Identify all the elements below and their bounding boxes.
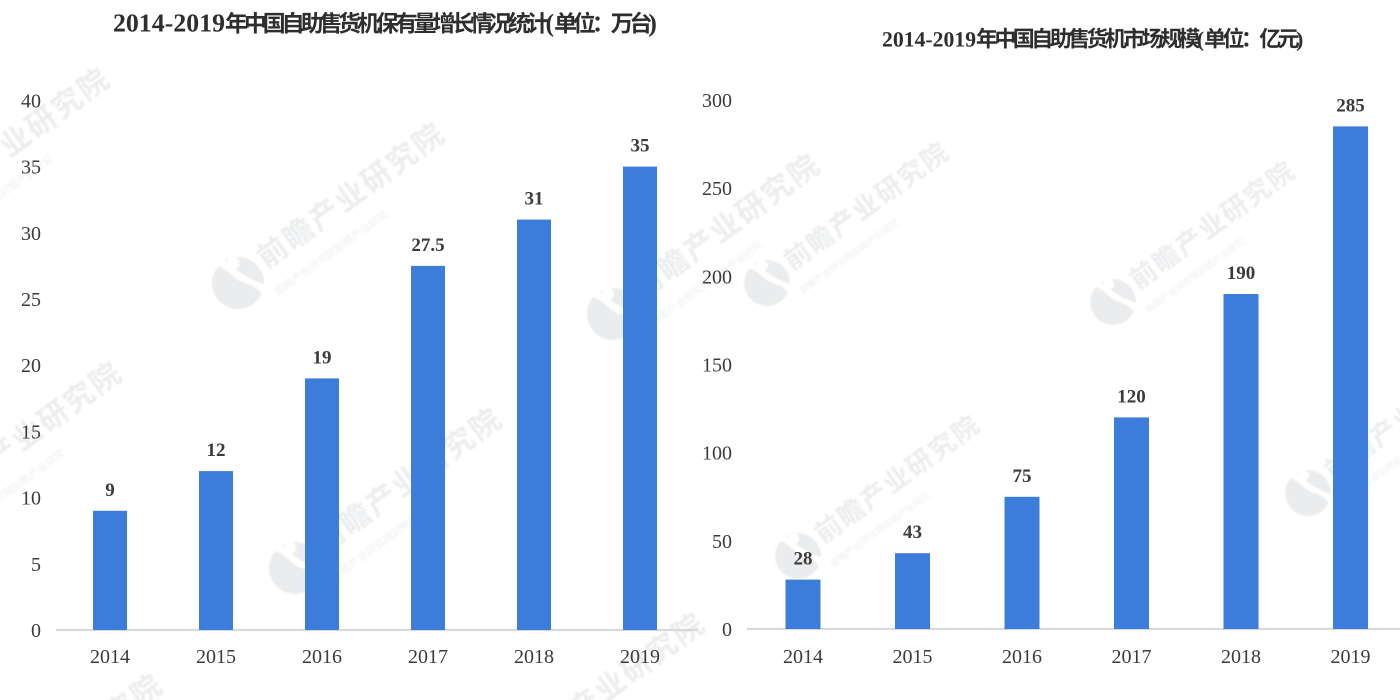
svg-text:19: 19 — [313, 347, 332, 368]
svg-text:2017: 2017 — [1112, 646, 1152, 668]
svg-text:2015: 2015 — [196, 646, 236, 668]
svg-text:2015: 2015 — [893, 646, 933, 668]
svg-text:2017: 2017 — [408, 646, 448, 668]
svg-text:28: 28 — [794, 549, 813, 570]
svg-text:30: 30 — [21, 223, 41, 245]
svg-text:75: 75 — [1013, 466, 1032, 487]
svg-text:2016: 2016 — [302, 646, 342, 668]
svg-text:100: 100 — [702, 443, 732, 465]
svg-text:2014: 2014 — [90, 646, 130, 668]
svg-text:15: 15 — [21, 421, 41, 443]
svg-text:5: 5 — [31, 554, 41, 576]
svg-text:2018: 2018 — [514, 646, 554, 668]
svg-text:2014: 2014 — [783, 646, 823, 668]
svg-text:300: 300 — [702, 90, 732, 112]
svg-text:10: 10 — [21, 488, 41, 510]
svg-text:12: 12 — [207, 440, 226, 461]
svg-text:150: 150 — [702, 355, 732, 377]
svg-text:250: 250 — [702, 178, 732, 200]
svg-text:27.5: 27.5 — [411, 235, 444, 256]
svg-text:2018: 2018 — [1221, 646, 1261, 668]
svg-text:9: 9 — [105, 480, 115, 501]
svg-text:25: 25 — [21, 289, 41, 311]
svg-text:2019: 2019 — [620, 646, 660, 668]
svg-text:43: 43 — [903, 522, 922, 543]
svg-text:31: 31 — [525, 189, 544, 210]
svg-text:0: 0 — [31, 620, 41, 642]
svg-text:35: 35 — [21, 157, 41, 179]
svg-text:120: 120 — [1117, 386, 1146, 407]
svg-text:285: 285 — [1336, 95, 1365, 116]
svg-text:35: 35 — [631, 136, 650, 157]
svg-text:190: 190 — [1227, 263, 1256, 284]
svg-text:40: 40 — [21, 90, 41, 112]
svg-text:2016: 2016 — [1002, 646, 1042, 668]
svg-text:0: 0 — [722, 619, 732, 641]
svg-text:20: 20 — [21, 355, 41, 377]
svg-text:200: 200 — [702, 266, 732, 288]
svg-text:50: 50 — [712, 531, 732, 553]
svg-text:2019: 2019 — [1331, 646, 1371, 668]
